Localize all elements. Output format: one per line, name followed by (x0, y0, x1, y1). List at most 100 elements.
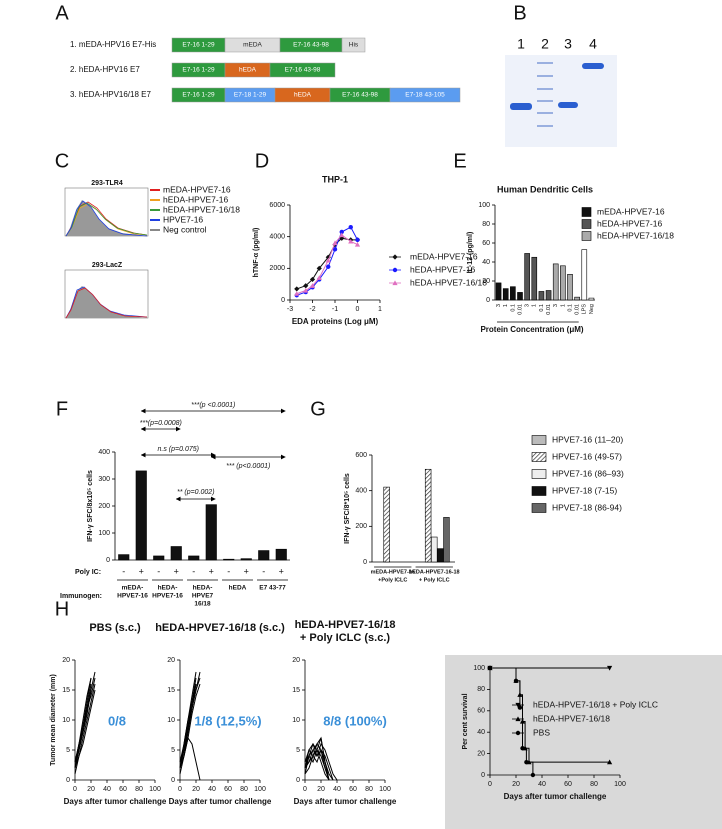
series-line (179, 736, 201, 781)
segment-label: E7-16 1-29 (182, 92, 215, 99)
segment-label: E7-16 1-29 (182, 42, 215, 49)
x-tick-label: - (122, 566, 125, 576)
series-line (74, 689, 96, 775)
y-tick-label: 100 (98, 530, 110, 537)
x-tick-label: 0.1 (510, 304, 516, 312)
segment-label: E7-16 43-98 (342, 92, 378, 99)
chart-title: Human Dendritic Cells (497, 184, 593, 194)
histogram-curve (65, 200, 148, 237)
x-tick-label: 100 (149, 786, 161, 793)
x-tick-label: hEDA-HPVE7-16-18 (409, 569, 460, 575)
gel-band (510, 103, 532, 110)
x-tick-label: 100 (614, 781, 626, 788)
y-tick-label: 5 (171, 747, 175, 754)
bar (495, 282, 502, 301)
y-tick-label: 400 (355, 488, 367, 495)
bar (383, 486, 390, 563)
bar (240, 558, 252, 561)
legend-label: mEDA-HPVE7-16 (163, 184, 231, 194)
panel-label: E (453, 150, 466, 172)
legend-label: hEDA-HPVE7-16/18 (163, 204, 240, 214)
x-tick-label: 60 (349, 786, 357, 793)
series-line (74, 671, 96, 763)
x-tick-label: 0.01 (575, 304, 581, 315)
survival-background (445, 655, 722, 829)
legend-label: HPVE7-16 (163, 214, 203, 224)
bar (588, 297, 595, 301)
x-tick-label: 0.1 (567, 304, 573, 312)
y-tick-label: 100 (478, 202, 490, 209)
legend-label: HPVE7-16 (86–93) (552, 468, 624, 478)
legend-label: PBS (533, 727, 550, 737)
legend-swatch (531, 469, 547, 479)
marker (348, 238, 354, 244)
group-label: hEDA- (193, 585, 213, 592)
bar (560, 265, 566, 301)
legend-label: mEDA-HPVE7-16 (597, 206, 665, 216)
y-axis-label: Per cent survival (462, 693, 469, 749)
marker (316, 275, 322, 280)
bar (424, 468, 432, 563)
legend-label: HPVE7-16 (11–20) (552, 434, 623, 444)
y-tick-label: 80 (477, 686, 485, 693)
y-tick-label: 80 (482, 221, 490, 228)
construct-segment (341, 37, 366, 53)
marker (303, 283, 309, 289)
y-axis-label: IL-12 (pg/ml) (467, 232, 474, 274)
marker (354, 241, 361, 247)
panel-label: H (55, 598, 69, 620)
y-tick-label: 20 (167, 657, 175, 664)
marker (392, 280, 398, 286)
legend-swatch (531, 486, 547, 496)
gel-band (558, 102, 578, 108)
x-tick-label: 80 (135, 786, 143, 793)
gel-background (505, 55, 617, 147)
x-tick-label: 0 (488, 781, 492, 788)
legend-label: hEDA-HPVE7-16 (410, 264, 475, 274)
gel-band (537, 88, 553, 90)
group-label: 16/18 (194, 601, 211, 608)
marker (332, 247, 338, 252)
y-tick-label: 40 (482, 259, 490, 266)
marker (339, 229, 344, 235)
histogram-title: 293-TLR4 (91, 180, 123, 187)
y-tick-label: 60 (482, 240, 490, 247)
segment-label: hEDA (239, 67, 257, 74)
legend-label: mEDA-HPVE7-16 (410, 251, 478, 261)
marker (355, 237, 360, 243)
lane-label: 1 (517, 36, 525, 52)
y-tick-label: 0 (66, 777, 70, 784)
bar (517, 292, 523, 301)
series-line (179, 671, 201, 769)
x-tick-label: + Poly ICLC (419, 577, 450, 583)
segment-label: E7-18 43-105 (405, 92, 445, 99)
bar (437, 548, 444, 563)
group-label: hEDA (229, 585, 247, 592)
legend-label: HPVE7-18 (86-94) (552, 502, 622, 512)
x-axis-label: Days after tumor challenge (294, 797, 397, 806)
marker (316, 265, 322, 271)
y-tick-label: 4000 (269, 234, 285, 241)
chart-title: + Poly ICLC (s.c.) (300, 632, 390, 644)
segment-label: E7-18 1-29 (234, 92, 267, 99)
x-tick-label: -1 (332, 306, 338, 313)
annotation: ***(p=0.0008) (140, 420, 182, 427)
x-tick-label: + (174, 566, 179, 576)
legend-label: hEDA-HPVE7-16/18 (597, 230, 674, 240)
x-tick-label: + (139, 566, 144, 576)
marker (607, 665, 613, 671)
x-tick-label: - (227, 566, 230, 576)
marker (607, 759, 613, 765)
legend-label: HPVE7-16 (49-57) (552, 451, 622, 461)
x-tick-label: 80 (365, 786, 373, 793)
x-tick-label: 0 (356, 306, 360, 313)
panel-label: A (55, 2, 69, 24)
x-tick-label: - (262, 566, 265, 576)
x-axis-label: Days after tumor challenge (64, 797, 167, 806)
marker (513, 678, 519, 684)
gel-band (537, 112, 553, 114)
marker (487, 665, 493, 671)
annotation: 1/8 (12,5%) (194, 713, 261, 728)
marker (294, 291, 300, 296)
group-label: hEDA- (158, 585, 178, 592)
